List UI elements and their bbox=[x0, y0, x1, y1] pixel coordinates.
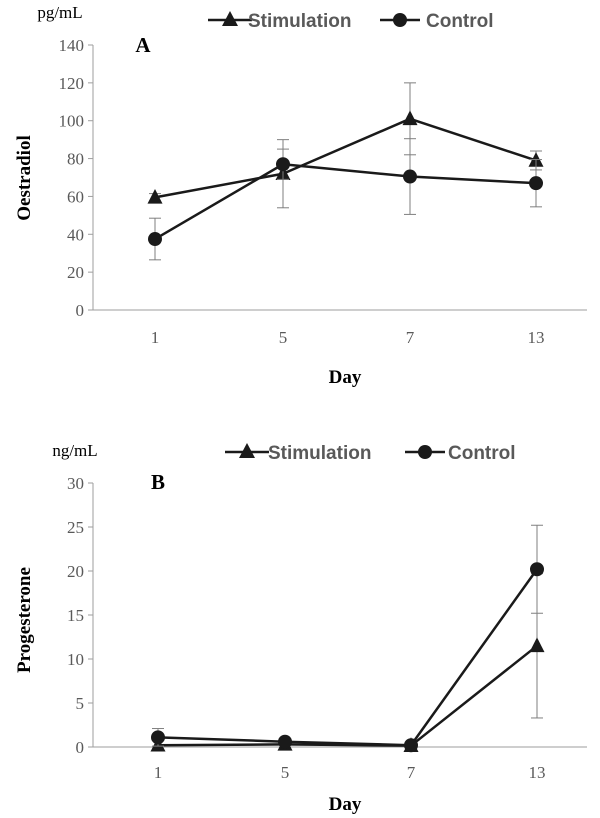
legend-label-stimulation: Stimulation bbox=[268, 443, 371, 464]
y-tick-label: 80 bbox=[67, 150, 84, 169]
data-point bbox=[148, 232, 162, 247]
data-point bbox=[151, 730, 165, 745]
data-point bbox=[529, 637, 545, 653]
data-point bbox=[530, 562, 544, 577]
chart-panel-a: 0 20 40 60 80 100 120 140 1 5 7 13 Day Oestradiol pg/m… bbox=[14, 3, 587, 388]
y-tick-label: 20 bbox=[67, 562, 84, 581]
y-axis-label: Oestradiol bbox=[14, 135, 35, 221]
legend: Stimulation Control bbox=[225, 443, 516, 464]
x-axis-label: Day bbox=[329, 367, 362, 388]
x-axis-label: Day bbox=[329, 794, 362, 815]
panel-label: A bbox=[135, 33, 151, 57]
y-tick-label: 15 bbox=[67, 606, 84, 625]
series-line bbox=[157, 644, 538, 747]
series-line bbox=[154, 117, 537, 199]
data-point bbox=[404, 738, 418, 753]
data-point bbox=[403, 169, 417, 184]
series-control bbox=[151, 524, 544, 753]
legend: Stimulation Control bbox=[208, 11, 494, 32]
y-tick-label: 100 bbox=[59, 112, 85, 131]
x-tick-label: 5 bbox=[279, 328, 288, 347]
y-axis-label: Progesterone bbox=[14, 567, 35, 673]
y-axis-unit: pg/mL bbox=[37, 3, 82, 22]
series-control bbox=[148, 138, 543, 261]
x-tick-label: 13 bbox=[528, 328, 545, 347]
x-tick-label: 7 bbox=[407, 763, 416, 782]
data-point bbox=[402, 110, 418, 126]
data-point bbox=[529, 176, 543, 191]
data-point bbox=[278, 734, 292, 749]
data-point bbox=[147, 188, 163, 204]
legend-label-stimulation: Stimulation bbox=[248, 11, 351, 32]
x-tick-label: 13 bbox=[529, 763, 546, 782]
y-tick-label: 25 bbox=[67, 518, 84, 537]
x-tick-label: 1 bbox=[154, 763, 163, 782]
y-tick-label: 5 bbox=[76, 694, 85, 713]
legend-marker-circle-icon bbox=[393, 13, 407, 27]
y-tick-label: 10 bbox=[67, 650, 84, 669]
legend-label-control: Control bbox=[426, 11, 494, 32]
series-stimulation bbox=[150, 573, 545, 752]
legend-marker-triangle-icon bbox=[222, 11, 238, 26]
x-tick-label: 7 bbox=[406, 328, 415, 347]
series-line bbox=[154, 163, 537, 241]
y-tick-label: 0 bbox=[76, 301, 85, 320]
y-tick-label: 120 bbox=[59, 74, 85, 93]
x-tick-label: 5 bbox=[281, 763, 290, 782]
series-line bbox=[157, 568, 539, 747]
legend-label-control: Control bbox=[448, 443, 516, 464]
x-tick-label: 1 bbox=[151, 328, 160, 347]
y-axis-unit: ng/mL bbox=[52, 441, 97, 460]
panel-label: B bbox=[151, 470, 165, 494]
y-tick-label: 140 bbox=[59, 36, 85, 55]
y-tick-label: 60 bbox=[67, 187, 84, 206]
series-stimulation bbox=[147, 82, 544, 209]
y-tick-label: 40 bbox=[67, 225, 84, 244]
y-tick-label: 0 bbox=[76, 738, 85, 757]
y-tick-label: 30 bbox=[67, 474, 84, 493]
y-tick-label: 20 bbox=[67, 263, 84, 282]
legend-marker-circle-icon bbox=[418, 445, 432, 459]
legend-marker-triangle-icon bbox=[239, 443, 255, 458]
data-point bbox=[276, 157, 290, 172]
